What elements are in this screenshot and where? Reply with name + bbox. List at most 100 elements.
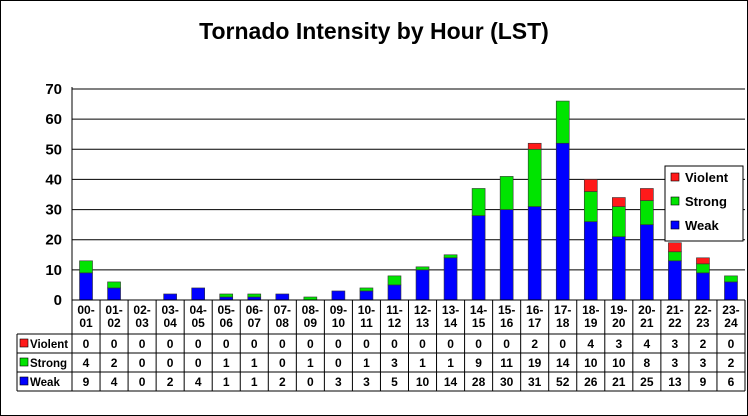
x-category-label: 06-07 [246, 303, 263, 330]
y-tick-label: 70 [45, 81, 62, 98]
legend: Violent Strong Weak [664, 165, 744, 242]
bar-strong [555, 100, 570, 144]
table-cell-value: 6 [728, 375, 735, 389]
table-cell-value: 0 [447, 337, 454, 351]
table-cell-value: 26 [584, 375, 598, 389]
table-cell-value: 10 [612, 356, 626, 370]
bar-violent [668, 242, 682, 253]
table-cell-value: 0 [475, 337, 482, 351]
x-category-label: 22-23 [694, 303, 711, 330]
bars [79, 100, 738, 301]
x-category-label: 10-11 [358, 303, 375, 330]
table-cell-value: 0 [391, 337, 398, 351]
y-tick-label: 10 [45, 262, 62, 279]
chart-title: Tornado Intensity by Hour (LST) [199, 18, 549, 44]
bar-weak [359, 290, 374, 301]
table-cell-value: 1 [251, 375, 258, 389]
table-cell-value: 1 [251, 356, 258, 370]
bar-violent [612, 197, 626, 207]
table-cell-value: 0 [195, 337, 202, 351]
table-cell-value: 0 [111, 337, 118, 351]
data-table: 00-01 01-02 02-03 03-04 04-05 05-06 06-07 07-08… [16, 300, 746, 392]
table-cell-value: 4 [195, 375, 202, 389]
x-category-label: 13-14 [442, 303, 459, 330]
table-cell-value: 0 [363, 337, 370, 351]
bar-weak [275, 293, 290, 301]
bar-strong [387, 275, 402, 286]
table-cell-value: 14 [556, 356, 570, 370]
bar-weak [527, 206, 542, 301]
x-category-label: 08-09 [302, 303, 319, 330]
y-tick-label: 40 [45, 171, 62, 188]
table-row-label: Weak [30, 377, 60, 389]
table-cell-value: 0 [167, 356, 174, 370]
table-row-label: Strong [30, 358, 67, 370]
table-row-label: Violent [30, 339, 68, 351]
table-cell-value: 4 [111, 375, 118, 389]
bar-weak [415, 269, 430, 301]
table-cell-value: 10 [416, 375, 430, 389]
table-cell-value: 14 [444, 375, 458, 389]
bar-violent [640, 188, 654, 201]
table-cell-value: 4 [587, 337, 594, 351]
bar-strong [471, 188, 486, 216]
table-cell-value: 1 [307, 356, 314, 370]
x-category-label: 16-17 [526, 303, 543, 330]
table-cell-value: 2 [728, 356, 735, 370]
y-tick-label: 20 [45, 232, 62, 249]
table-cell-value: 0 [251, 337, 258, 351]
bar-strong [219, 293, 234, 298]
table-key-swatch [19, 357, 29, 367]
x-category-label: 17-18 [554, 303, 571, 330]
x-category-label: 02-03 [133, 303, 150, 330]
bar-weak [443, 257, 458, 301]
table-cell-value: 0 [83, 337, 90, 351]
table-cell-value: 0 [728, 337, 735, 351]
table-cell-value: 2 [167, 375, 174, 389]
table-cell-value: 52 [556, 375, 570, 389]
table-cell-value: 10 [584, 356, 598, 370]
legend-swatch [670, 172, 680, 182]
table-cell-value: 9 [475, 356, 482, 370]
table-cell-value: 3 [363, 375, 370, 389]
table-cell-value: 3 [700, 356, 707, 370]
legend-swatch [670, 220, 680, 230]
table-cell-value: 0 [503, 337, 510, 351]
table-cell-value: 28 [472, 375, 486, 389]
table-cell-value: 11 [500, 356, 513, 370]
table-cell-value: 0 [307, 337, 314, 351]
table-cell-value: 3 [615, 337, 622, 351]
x-category-label: 05-06 [218, 303, 235, 330]
legend-label: Violent [685, 170, 729, 185]
table-cell-value: 0 [279, 356, 286, 370]
table-cell-value: 4 [83, 356, 90, 370]
bar-strong [724, 275, 738, 283]
legend-label: Weak [685, 218, 719, 233]
bar-strong [668, 251, 682, 262]
x-category-label: 15-16 [498, 303, 515, 330]
table-cell-value: 2 [531, 337, 538, 351]
x-category-label: 23-24 [722, 303, 739, 330]
table-cell-value: 13 [668, 375, 682, 389]
table-cell-value: 4 [644, 337, 651, 351]
bar-strong [696, 263, 710, 274]
x-category-label: 18-19 [582, 303, 599, 330]
x-category-label: 21-22 [666, 303, 683, 330]
x-category-label: 00-01 [77, 303, 94, 330]
bar-violent [527, 142, 542, 150]
bar-weak [640, 224, 654, 301]
x-category-label: 01-02 [105, 303, 122, 330]
bar-strong [247, 293, 262, 298]
bar-violent [583, 179, 598, 192]
bar-strong [107, 281, 121, 289]
x-category-label: 14-15 [470, 303, 487, 330]
x-category-label: 03-04 [161, 303, 178, 330]
table-cell-value: 0 [279, 337, 286, 351]
bar-weak [499, 209, 514, 301]
table-cell-value: 2 [700, 337, 707, 351]
x-category-label: 12-13 [414, 303, 431, 330]
bar-strong [583, 191, 598, 222]
x-category-label: 11-12 [386, 303, 403, 330]
y-tick-label: 60 [45, 111, 62, 128]
